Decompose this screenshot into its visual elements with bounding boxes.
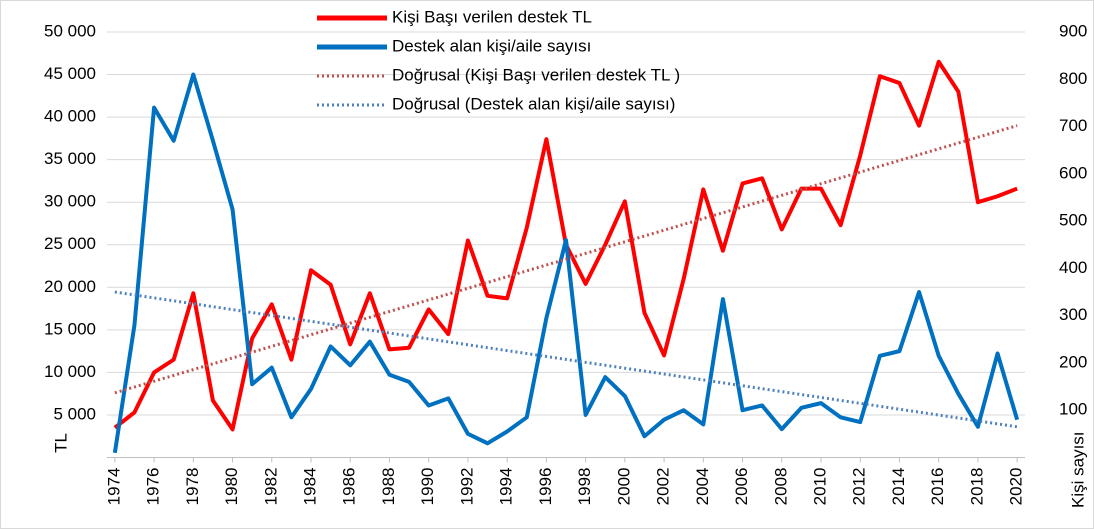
y2-tick-label: 800	[1059, 69, 1087, 88]
x-tick-label: 1976	[144, 468, 163, 506]
x-tick-label: 2016	[928, 468, 947, 506]
y-axis-title: TL	[51, 433, 70, 453]
series-line	[112, 72, 1020, 454]
x-tick-label: 1990	[418, 468, 437, 506]
x-tick-label: 2012	[850, 468, 869, 506]
x-tick-label: 2014	[889, 468, 908, 506]
y2-tick-label: 700	[1059, 116, 1087, 135]
y2-tick-label: 400	[1059, 258, 1087, 277]
x-tick-label: 1994	[497, 467, 516, 505]
x-tick-label: 1982	[261, 468, 280, 506]
legend-label: Destek alan kişi/aile sayısı	[392, 36, 591, 55]
x-tick-label: 2000	[614, 468, 633, 506]
legend-label: Doğrusal (Kişi Başı verilen destek TL )	[392, 65, 680, 84]
x-tick-label: 1984	[300, 468, 319, 506]
x-tick-label: 2006	[732, 468, 751, 506]
y2-axis-title: Kişi sayısı	[1068, 431, 1087, 508]
trend-line	[114, 124, 1018, 395]
x-tick-label: 2008	[771, 468, 790, 506]
x-tick-label: 2002	[654, 468, 673, 506]
x-tick-label: 1992	[457, 468, 476, 506]
y2-tick-label: 300	[1059, 305, 1087, 324]
x-tick-label: 1998	[575, 468, 594, 506]
x-tick-label: 2010	[810, 468, 829, 506]
x-tick-label: 2020	[1007, 467, 1026, 505]
y-tick-label: 5 000	[53, 404, 96, 423]
y-tick-label: 25 000	[44, 234, 96, 253]
y-tick-label: 15 000	[44, 319, 96, 338]
y-tick-label: 35 000	[44, 149, 96, 168]
y-tick-label: 50 000	[44, 21, 96, 40]
legend-label: Kişi Başı verilen destek TL	[392, 7, 592, 26]
x-tick-label: 1996	[536, 468, 555, 506]
x-tick-label: 1988	[379, 468, 398, 506]
x-tick-label: 1980	[222, 468, 241, 506]
legend-label: Doğrusal (Destek alan kişi/aile sayısı)	[392, 94, 675, 113]
y-tick-label: 45 000	[44, 64, 96, 83]
y2-tick-label: 500	[1059, 211, 1087, 230]
y2-tick-label: 900	[1059, 21, 1087, 40]
trend-line	[114, 290, 1018, 429]
y-tick-label: 40 000	[44, 107, 96, 126]
y2-tick-label: 600	[1059, 163, 1087, 182]
y-tick-label: 10 000	[44, 362, 96, 381]
y2-tick-label: 100	[1059, 400, 1087, 419]
x-tick-label: 1978	[183, 468, 202, 506]
y2-tick-label: 200	[1059, 352, 1087, 371]
x-tick-label: 2004	[693, 468, 712, 506]
y-tick-label: 30 000	[44, 192, 96, 211]
x-tick-label: 1986	[340, 468, 359, 506]
x-tick-label: 1974	[104, 468, 123, 506]
x-tick-label: 2018	[967, 468, 986, 506]
y-tick-label: 20 000	[44, 277, 96, 296]
